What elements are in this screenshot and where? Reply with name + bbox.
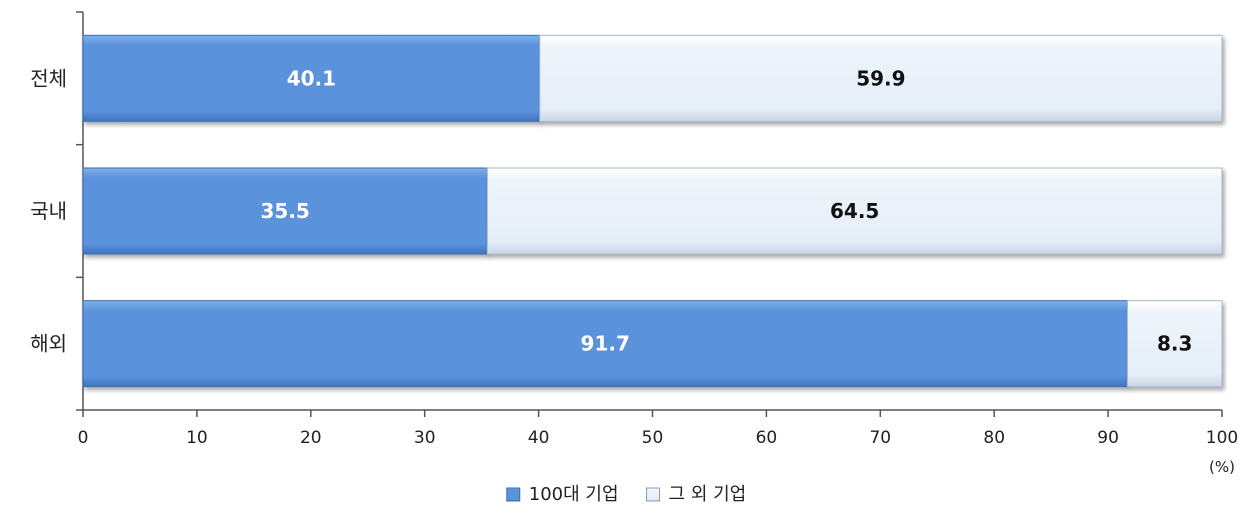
- x-tick-label: 80: [983, 428, 1005, 448]
- legend: 100대 기업 그 외 기업: [506, 484, 747, 505]
- x-tick-label: 70: [869, 428, 891, 448]
- x-tick-label: 40: [528, 428, 550, 448]
- bar-segment: [82, 300, 1128, 388]
- bar-segment: [539, 34, 1223, 122]
- x-tick-label: 90: [1097, 428, 1119, 448]
- legend-label: 100대 기업: [529, 484, 619, 505]
- x-tick-label: 100: [1206, 428, 1238, 448]
- category-label: 해외: [30, 332, 67, 356]
- legend-label: 그 외 기업: [669, 484, 747, 505]
- data-label: 59.9: [856, 66, 905, 90]
- data-label: 40.1: [287, 66, 336, 90]
- category-label: 전체: [30, 66, 67, 90]
- x-tick-label: 20: [300, 428, 322, 448]
- x-tick-label: 50: [642, 428, 664, 448]
- x-tick-label: 10: [186, 428, 208, 448]
- data-label: 64.5: [830, 199, 879, 223]
- bar-segment: [82, 34, 541, 122]
- bar-segment: [1126, 300, 1223, 388]
- unit-label: (%): [1209, 458, 1235, 476]
- x-tick-label: 0: [78, 428, 89, 448]
- bar-segment: [82, 167, 488, 255]
- legend-swatch: [646, 487, 661, 502]
- bar-segment: [486, 167, 1223, 255]
- category-label: 국내: [30, 199, 67, 223]
- x-tick-label: 60: [756, 428, 778, 448]
- x-tick-label: 30: [414, 428, 436, 448]
- data-label: 91.7: [581, 332, 630, 356]
- legend-swatch: [506, 487, 521, 502]
- data-label: 8.3: [1157, 332, 1192, 356]
- bars-group: 40.1 59.9 35.5 64.5 91.7 8.3: [82, 34, 1223, 388]
- data-label: 35.5: [260, 199, 309, 223]
